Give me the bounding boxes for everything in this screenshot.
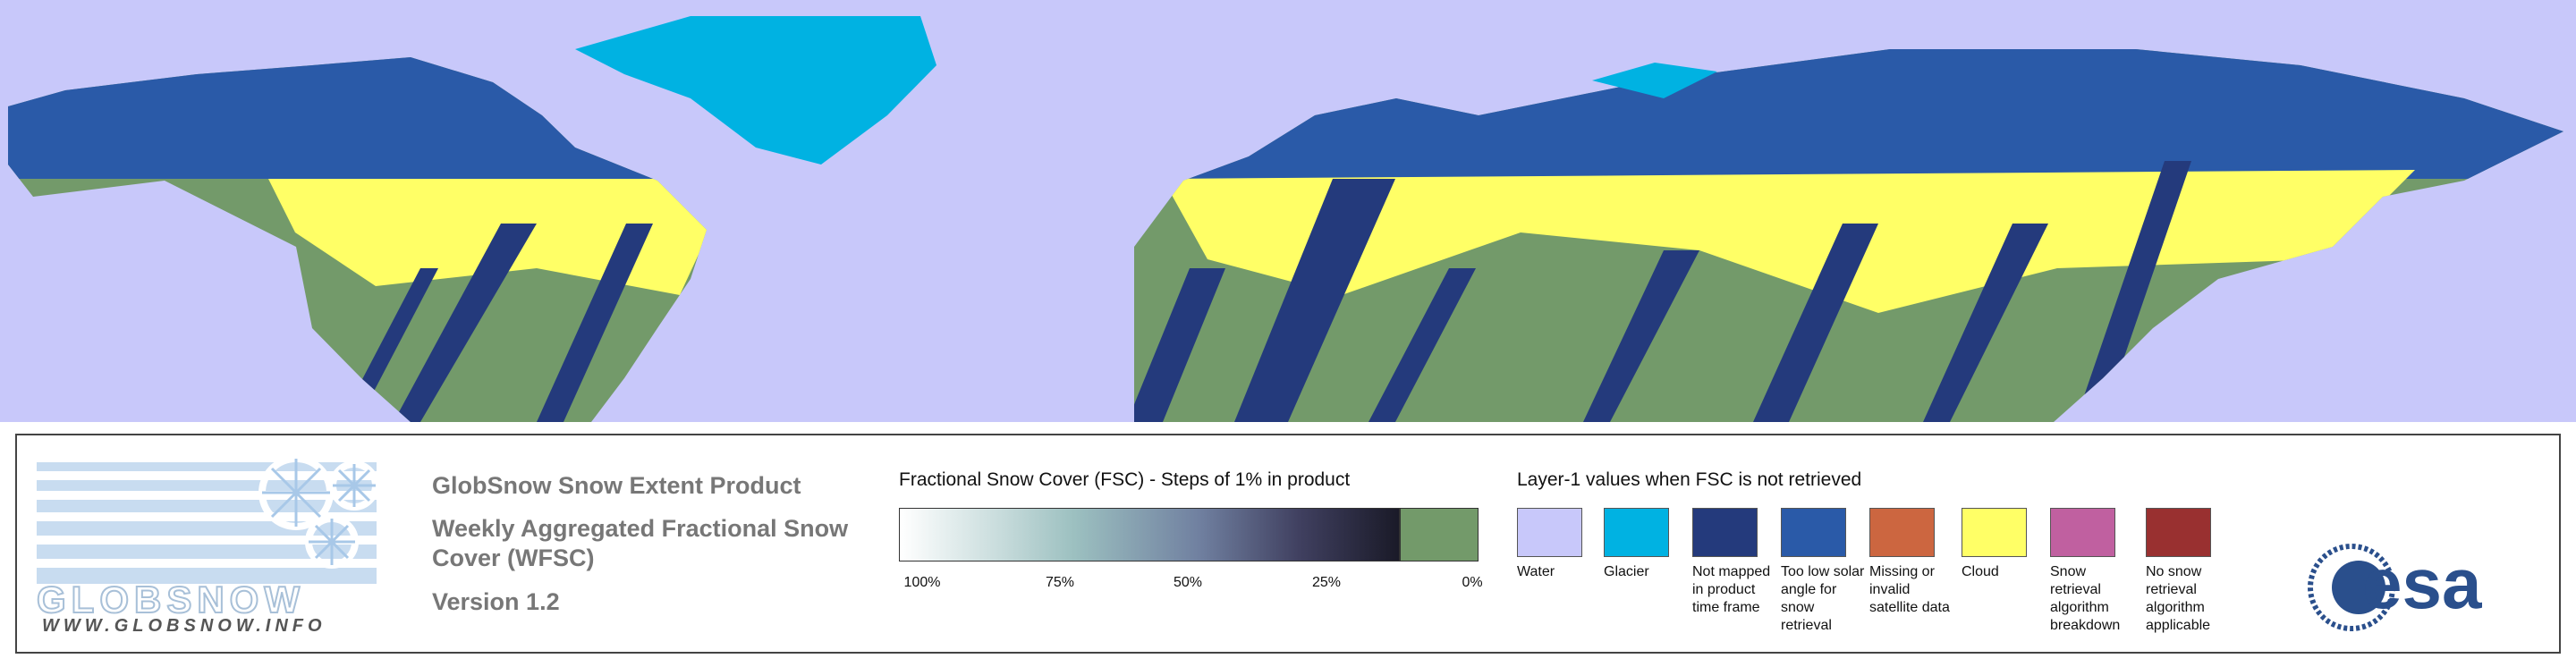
- logo-name: GLOBSNOW: [36, 578, 305, 621]
- fsc-title: Fractional Snow Cover (FSC) - Steps of 1…: [899, 469, 1351, 490]
- legend-label: Cloud: [1962, 564, 1999, 579]
- legend-label: Glacier: [1604, 564, 1649, 579]
- legend-swatch: [2050, 508, 2115, 557]
- legend-label: Missing or invalid satellite data: [1869, 564, 1950, 615]
- legend-label: Water: [1517, 564, 1555, 579]
- fsc-colorbar: [899, 508, 1400, 561]
- product-subtitle: Weekly Aggregated Fractional Snow Cover …: [432, 515, 849, 571]
- legend-swatch: [1692, 508, 1758, 557]
- product-title: GlobSnow Snow Extent Product: [432, 472, 801, 499]
- fsc-tick-label: 25%: [1311, 575, 1342, 590]
- legend-swatch: [1604, 508, 1669, 557]
- legend-swatch: [1781, 508, 1846, 557]
- legend-panel: GLOBSNOW WWW.GLOBSNOW.INFO GlobSnow Snow…: [15, 434, 2561, 654]
- logo-url: WWW.GLOBSNOW.INFO: [42, 616, 326, 636]
- legend-label: Not mapped in product time frame: [1692, 564, 1771, 615]
- esa-logo: esa: [2308, 544, 2482, 631]
- fsc-tick-label: 75%: [1045, 575, 1075, 590]
- legend-swatch: [2146, 508, 2211, 557]
- legend-swatch: [1869, 508, 1935, 557]
- fsc-tick-label: 0%: [1462, 575, 1483, 590]
- snow-map: [0, 0, 2576, 422]
- product-version: Version 1.2: [432, 588, 560, 615]
- greenland: [575, 16, 936, 165]
- fsc-tick-label: 100%: [903, 575, 941, 590]
- legend-swatch: [1962, 508, 2027, 557]
- legend-label: Too low solar angle for snow retrieval: [1781, 564, 1865, 633]
- fsc-zero-swatch: [1400, 508, 1479, 561]
- layer-title: Layer-1 values when FSC is not retrieved: [1517, 469, 1862, 490]
- fsc-tick-label: 50%: [1173, 575, 1203, 590]
- legend-swatch: [1517, 508, 1582, 557]
- legend-label: No snow retrieval algorithm applicable: [2146, 564, 2211, 633]
- agency: esa: [2362, 544, 2482, 623]
- legend-label: Snow retrieval algorithm breakdown: [2050, 564, 2121, 633]
- glacier: [1592, 63, 1717, 98]
- logo-graphic: [37, 455, 379, 584]
